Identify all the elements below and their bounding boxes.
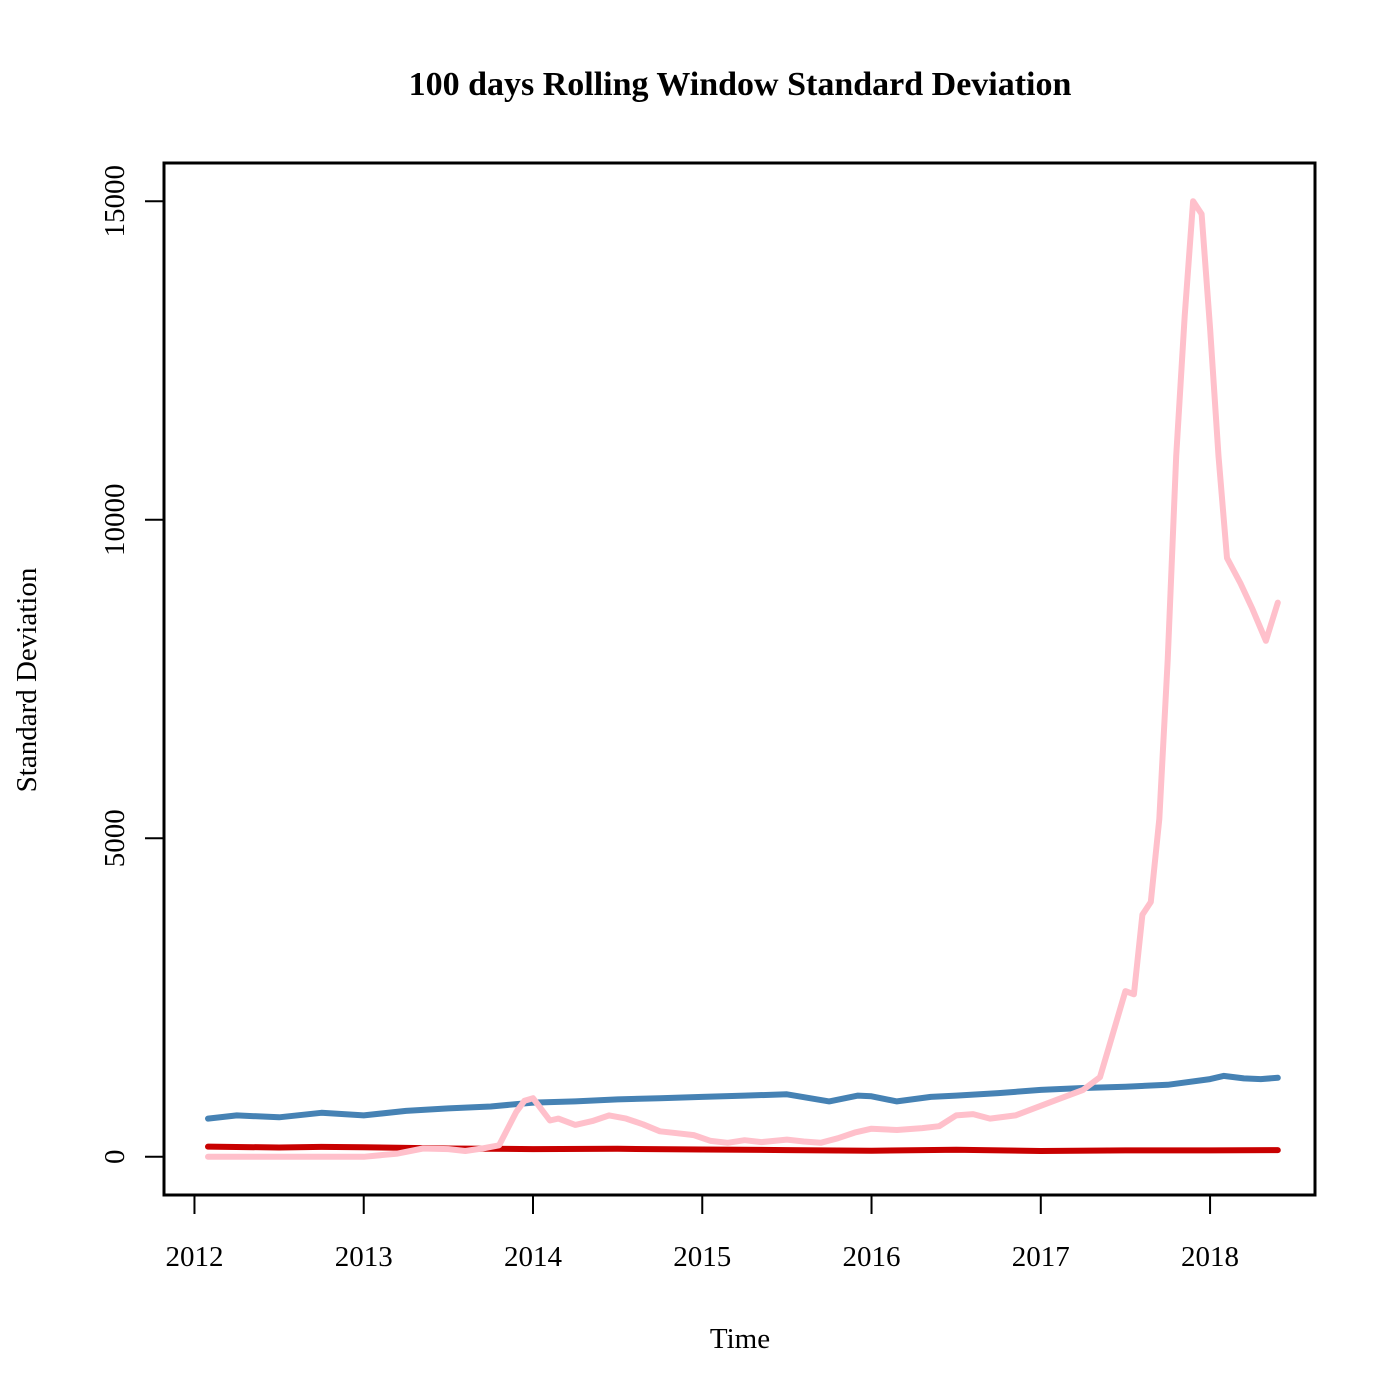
y-tick-label: 15000	[99, 165, 131, 238]
x-tick-label: 2013	[335, 1241, 393, 1273]
x-tick-label: 2017	[1012, 1241, 1070, 1273]
x-tick-label: 2014	[504, 1241, 563, 1273]
series-line-3	[205, 198, 1281, 1160]
series-line-2	[205, 1072, 1281, 1122]
series-line-1	[205, 1143, 1281, 1154]
y-axis: 0 5000 10000 15000	[99, 165, 165, 1165]
plot-frame	[162, 161, 1317, 1197]
x-tick-label: 2018	[1181, 1241, 1239, 1273]
x-axis-title: Time	[710, 1323, 770, 1355]
x-axis: 2012 2013 2014 2015 2016 2017 2018	[165, 1194, 1239, 1273]
y-tick-label: 0	[99, 1150, 131, 1165]
series-layer	[205, 198, 1281, 1160]
x-tick-label: 2015	[673, 1241, 731, 1273]
y-axis-title: Standard Deviation	[11, 567, 43, 792]
y-tick-label: 5000	[99, 809, 131, 867]
x-tick-label: 2012	[165, 1241, 223, 1273]
x-tick-label: 2016	[843, 1241, 901, 1273]
chart-title: 100 days Rolling Window Standard Deviati…	[409, 66, 1072, 103]
y-tick-label: 10000	[99, 483, 131, 556]
